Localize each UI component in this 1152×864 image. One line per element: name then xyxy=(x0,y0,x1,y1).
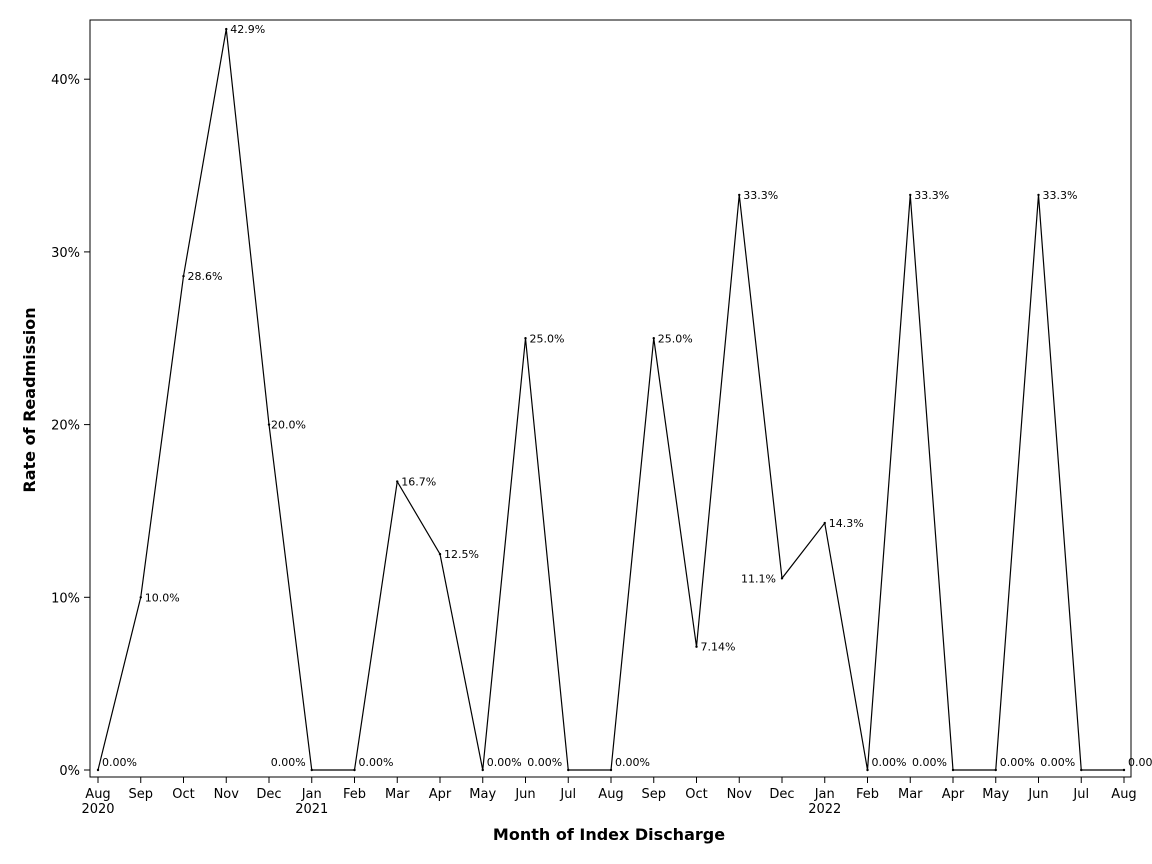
data-point-18 xyxy=(866,768,869,772)
x-tick-label-6: Feb xyxy=(343,787,366,802)
data-point-4 xyxy=(267,423,271,426)
data-label-14: 7.14% xyxy=(701,641,736,654)
x-tick-label-0: Aug xyxy=(85,787,110,802)
data-label-20: 0.00% xyxy=(912,756,947,769)
data-point-6 xyxy=(353,768,356,772)
data-point-19 xyxy=(909,193,912,197)
y-axis: 0% 10% 20% 30% 40% xyxy=(51,73,90,779)
data-label-0: 0.00% xyxy=(102,756,137,769)
x-tick-label-23: Jul xyxy=(1072,787,1089,802)
data-label-15: 33.3% xyxy=(743,189,778,202)
data-label-17: 14.3% xyxy=(829,517,864,530)
data-label-23: 0.00% xyxy=(1040,756,1075,769)
data-label-21: 0.00% xyxy=(1000,756,1035,769)
data-point-16 xyxy=(780,577,784,580)
x-tick-label-10: Jun xyxy=(514,787,535,802)
data-point-15 xyxy=(738,193,741,197)
x-tick-label-11: Jul xyxy=(559,787,576,802)
y-axis-title: Rate of Readmission xyxy=(20,307,39,492)
x-tick-year-0: 2020 xyxy=(81,802,114,817)
y-tick-label-3: 30% xyxy=(51,246,80,261)
data-label-8: 12.5% xyxy=(444,548,479,561)
data-point-24 xyxy=(1122,768,1126,772)
data-point-8 xyxy=(438,552,442,556)
series-readmission-rate xyxy=(96,27,1126,772)
data-point-7 xyxy=(396,480,399,483)
data-point-21 xyxy=(994,768,997,772)
y-tick-label-0: 0% xyxy=(59,764,80,779)
data-point-10 xyxy=(524,337,527,340)
data-point-9 xyxy=(481,768,484,772)
data-label-19: 33.3% xyxy=(914,189,949,202)
x-tick-label-9: May xyxy=(469,787,496,802)
x-tick-label-19: Mar xyxy=(898,787,923,802)
x-tick-label-16: Dec xyxy=(769,787,794,802)
data-point-3 xyxy=(225,27,228,31)
data-point-12 xyxy=(609,768,613,772)
x-axis-title: Month of Index Discharge xyxy=(493,825,725,844)
data-label-11: 0.00% xyxy=(527,756,562,769)
x-tick-label-7: Mar xyxy=(385,787,410,802)
data-label-24: 0.00% xyxy=(1128,756,1152,769)
data-point-0 xyxy=(96,768,100,772)
data-label-10: 25.0% xyxy=(530,332,565,345)
data-label-16: 11.1% xyxy=(741,572,776,585)
data-label-3: 42.9% xyxy=(230,23,265,36)
data-point-5 xyxy=(310,768,313,772)
data-label-7: 16.7% xyxy=(401,476,436,489)
data-point-22 xyxy=(1037,193,1040,197)
data-point-1 xyxy=(139,596,142,599)
data-label-4: 20.0% xyxy=(271,419,306,432)
x-tick-label-18: Feb xyxy=(856,787,879,802)
x-tick-year-5: 2021 xyxy=(295,802,328,817)
data-labels: 0.00% 10.0% 28.6% 42.9% 20.0% 0.00% 0.00% 16.7%… xyxy=(102,23,1152,769)
x-tick-label-1: Sep xyxy=(128,787,153,802)
data-label-12: 0.00% xyxy=(615,756,650,769)
x-tick-label-4: Dec xyxy=(256,787,281,802)
x-tick-label-14: Oct xyxy=(685,787,707,802)
series-line xyxy=(97,29,1124,771)
data-label-13: 25.0% xyxy=(658,332,693,345)
x-tick-label-8: Apr xyxy=(429,787,452,802)
x-tick-label-21: May xyxy=(982,787,1009,802)
x-tick-label-22: Jun xyxy=(1027,787,1048,802)
x-tick-label-15: Nov xyxy=(727,787,753,802)
y-tick-label-1: 10% xyxy=(51,591,80,606)
data-label-18: 0.00% xyxy=(872,756,907,769)
data-point-14 xyxy=(695,645,698,648)
data-point-11 xyxy=(567,768,570,772)
y-tick-label-4: 40% xyxy=(51,73,80,88)
data-label-9: 0.00% xyxy=(487,756,522,769)
data-label-1: 10.0% xyxy=(145,591,180,604)
x-tick-label-20: Apr xyxy=(942,787,965,802)
y-tick-label-2: 20% xyxy=(51,419,80,434)
data-label-6: 0.00% xyxy=(359,756,394,769)
plot-area-frame xyxy=(89,19,1132,778)
data-point-23 xyxy=(1080,768,1083,772)
data-point-13 xyxy=(652,337,655,340)
x-tick-label-24: Aug xyxy=(1111,787,1136,802)
data-label-5: 0.00% xyxy=(271,756,306,769)
data-point-20 xyxy=(951,768,955,772)
x-tick-label-5: Jan xyxy=(301,787,322,802)
data-label-22: 33.3% xyxy=(1043,189,1078,202)
x-tick-label-12: Aug xyxy=(598,787,623,802)
x-tick-label-2: Oct xyxy=(172,787,194,802)
x-tick-label-13: Sep xyxy=(641,787,666,802)
data-point-17 xyxy=(823,521,826,525)
x-tick-label-17: Jan xyxy=(814,787,835,802)
data-point-2 xyxy=(182,274,185,278)
data-label-2: 28.6% xyxy=(188,270,223,283)
x-tick-year-17: 2022 xyxy=(808,802,841,817)
x-tick-label-3: Nov xyxy=(214,787,240,802)
